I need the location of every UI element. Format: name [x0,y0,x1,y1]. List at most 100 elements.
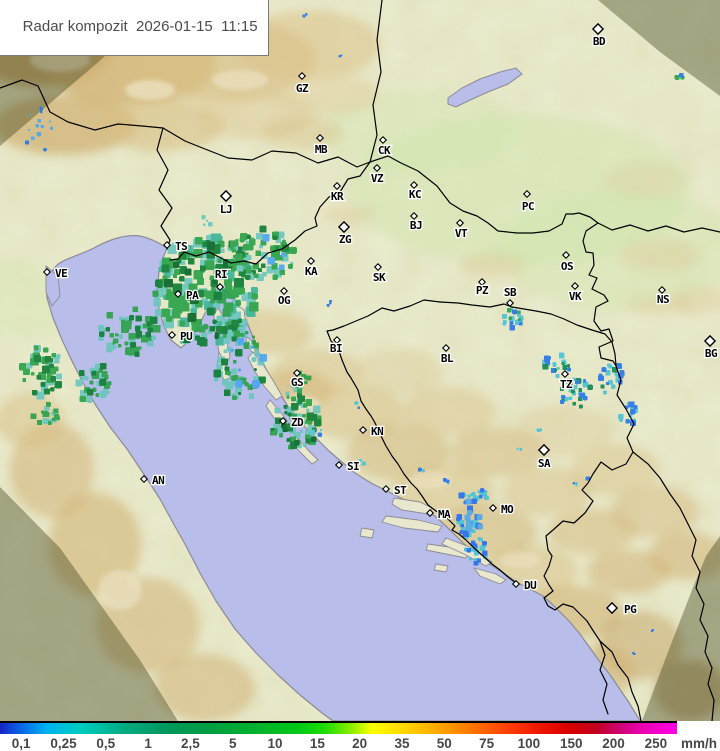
city-marker-icon [139,474,149,484]
radar-echo-cell [458,492,465,499]
radar-echo-cell [254,348,258,352]
radar-echo-cell [465,498,472,505]
city-ri: RI [214,267,229,292]
city-marker-icon [334,460,344,470]
legend-tick: 35 [394,736,410,751]
radar-echo-cell [288,264,293,269]
legend-bar: 0,1 0,25 0,5 1 2,5 5 10 15 20 35 50 75 100 150 200 250 … [0,721,720,751]
radar-echo-cell [87,388,94,396]
radar-echo-cell [272,274,278,280]
city-label: CK [378,144,391,157]
radar-echo-cell [236,265,243,272]
radar-echo-cell [287,412,292,417]
city-label: PC [522,200,534,213]
radar-echo-cell [572,482,576,485]
radar-echo-cell [196,319,202,326]
radar-echo-cell [570,389,575,394]
city-marker-icon [373,262,383,272]
radar-echo-cell [585,476,590,481]
radar-echo-cell [161,264,170,273]
radar-echo-cell [31,372,35,376]
legend-tick: 150 [559,736,583,751]
radar-echo-cell [251,340,257,345]
radar-echo-cell [237,368,241,372]
radar-echo-cell [244,382,249,387]
radar-echo-cell [53,357,60,364]
city-marker-icon [279,286,289,296]
radar-echo-cell [152,290,159,297]
radar-echo-cell [149,316,158,325]
radar-echo-cell [56,416,61,421]
radar-echo-cell [470,540,476,545]
city-marker-icon [332,335,342,345]
city-marker-icon [409,180,419,190]
radar-echo-cell [274,407,281,414]
radar-echo-cell [134,351,140,357]
radar-echo-cell [300,373,307,380]
radar-echo-cell [297,379,302,385]
radar-echo-cell [464,514,471,521]
radar-echo-cell [469,557,473,561]
city-ns: NS [656,285,671,307]
city-marker-icon [173,289,183,299]
radar-echo-cell [230,348,234,352]
city-si: SI [334,459,361,474]
city-label: TZ [560,378,573,391]
city-pc: PC [521,189,536,214]
radar-echo-cell [560,400,565,405]
radar-echo-cell [201,215,206,220]
city-marker-icon [537,443,551,457]
radar-echo-cell [329,299,332,303]
radar-echo-cell [296,388,302,394]
city-vz: VZ [370,163,386,186]
city-os: OS [560,250,575,274]
radar-echo-cell [358,459,362,463]
city-marker-icon [219,189,233,203]
radar-echo-cell [41,375,47,381]
city-marker-icon [477,277,487,287]
radar-echo-cell [305,376,309,380]
radar-echo-cell [281,423,287,429]
radar-echo-cell [161,308,170,317]
radar-echo-cell [275,417,282,424]
radar-echo-cell [105,327,111,332]
radar-echo-cell [467,510,473,516]
radar-echo-cell [188,283,198,293]
radar-echo-cell [173,310,180,317]
radar-echo-cell [213,369,222,378]
radar-echo-cell [45,401,51,407]
radar-echo-cell [556,366,560,370]
radar-echo-cell [258,268,262,273]
radar-echo-cell [574,380,580,385]
radar-echo-cell [222,378,229,386]
radar-echo-cell [31,136,35,140]
radar-echo-cell [479,545,486,551]
city-bi: BI [329,335,344,356]
city-pz: PZ [475,277,491,298]
radar-echo-cell [214,332,220,337]
radar-echo-cell [304,434,311,440]
radar-echo-cell [246,254,252,260]
radar-echo-cell [234,277,244,288]
radar-echo-cell [204,260,215,271]
radar-echo-cell [421,469,425,473]
radar-echo-cell [292,382,296,386]
radar-echo-cell [195,236,203,245]
radar-echo-cell [184,268,192,276]
radar-echo-cell [56,354,61,359]
legend-tick: 0,1 [11,736,31,751]
radar-echo-cell [232,359,237,364]
radar-echo-cell [250,345,254,349]
radar-echo-cell [99,391,107,398]
radar-echo-cell [91,371,97,376]
city-marker-icon [455,218,465,228]
radar-echo-cell [253,273,259,279]
radar-echo-cell [212,319,217,324]
radar-echo-cell [245,331,249,335]
legend-unit: mm/h [681,736,718,751]
radar-echo-cell [209,275,215,281]
city-marker-icon [167,330,177,340]
city-label: MA [438,508,451,521]
radar-echo-cell [249,238,256,246]
radar-echo-cell [235,349,243,357]
